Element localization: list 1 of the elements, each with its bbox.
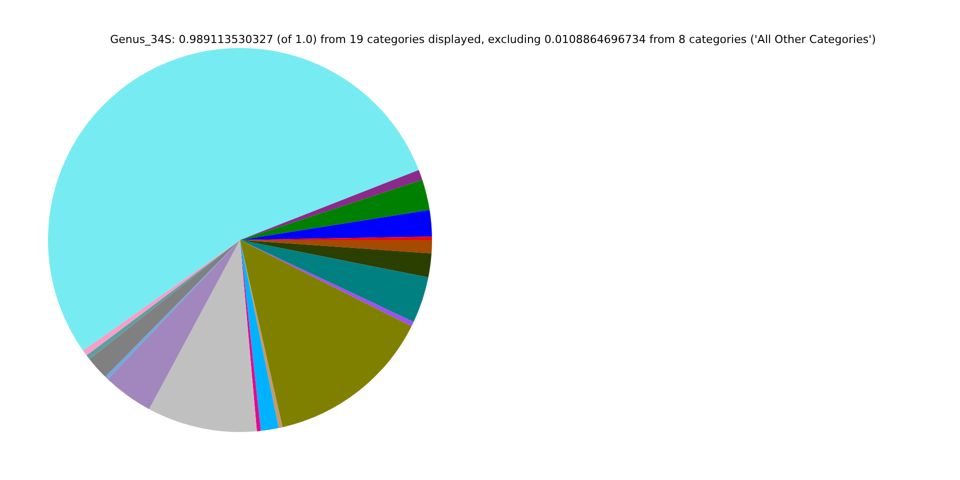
text: Genus_34S: 0.989113530327 (of 1.0) from 19 categories displayed, excluding 0.0108864696734 from 8 categories ('All Other Categories') [110, 32, 876, 46]
